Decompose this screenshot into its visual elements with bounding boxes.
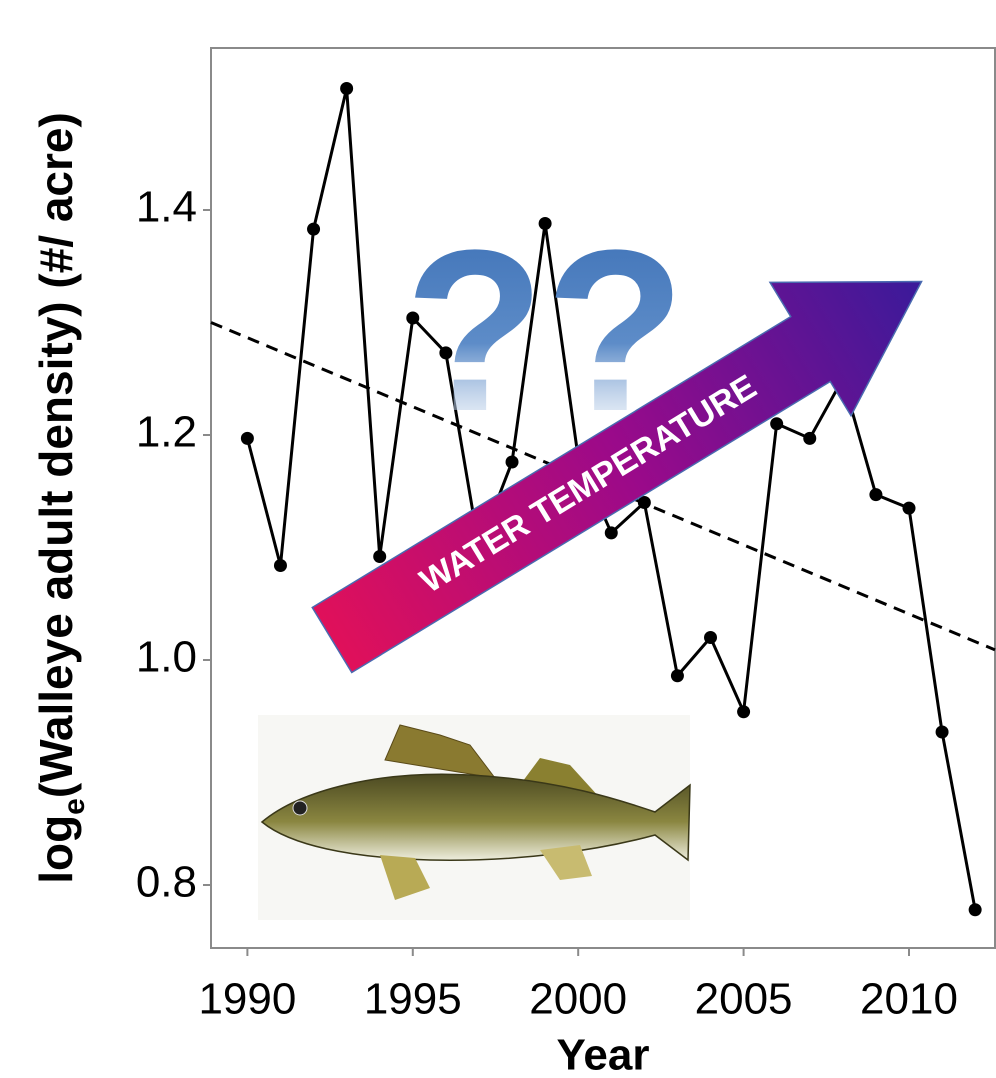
data-point xyxy=(770,417,784,431)
fish-body xyxy=(260,773,691,862)
x-tick-label: 2000 xyxy=(529,975,627,1024)
data-point xyxy=(604,526,618,540)
y-label-subscript: e xyxy=(58,798,91,815)
data-point xyxy=(737,705,751,719)
y-label-part: log xyxy=(30,815,82,884)
y-tick-label: 0.8 xyxy=(136,858,197,907)
data-point xyxy=(968,903,982,917)
pelvic-fin xyxy=(380,855,430,900)
y-axis-label: loge(Walleye adult density) (#/ acre) xyxy=(30,112,91,884)
x-tick-label: 1995 xyxy=(364,975,462,1024)
y-tick-label: 1.0 xyxy=(136,633,197,682)
data-point xyxy=(505,455,519,469)
data-point xyxy=(373,550,387,563)
arrow-shape xyxy=(311,280,923,674)
plot-frame xyxy=(210,47,996,949)
y-label-part: (Walleye adult density) (#/ acre) xyxy=(30,112,82,798)
data-point xyxy=(439,346,453,360)
data-point xyxy=(902,501,916,515)
x-axis-label: Year xyxy=(557,1031,650,1078)
fish-eye xyxy=(292,800,308,816)
data-point xyxy=(406,311,420,325)
x-tick-label: 2005 xyxy=(695,975,793,1024)
x-tick-label: 2010 xyxy=(860,975,958,1024)
data-point xyxy=(240,431,254,445)
data-point xyxy=(935,725,949,739)
data-point xyxy=(670,669,684,683)
data-point xyxy=(637,496,651,509)
anal-fin xyxy=(540,845,592,880)
data-point xyxy=(307,222,321,236)
y-tick-label: 1.2 xyxy=(136,408,197,457)
data-point xyxy=(273,559,287,572)
data-point xyxy=(538,217,552,230)
fish-illustration xyxy=(258,715,691,920)
data-point xyxy=(340,82,354,95)
y-tick-label: 1.4 xyxy=(136,183,197,232)
data-point xyxy=(704,631,718,644)
data-layer xyxy=(210,82,996,917)
data-point xyxy=(803,431,817,445)
x-tick-label: 1990 xyxy=(198,975,296,1024)
data-point xyxy=(869,488,883,502)
